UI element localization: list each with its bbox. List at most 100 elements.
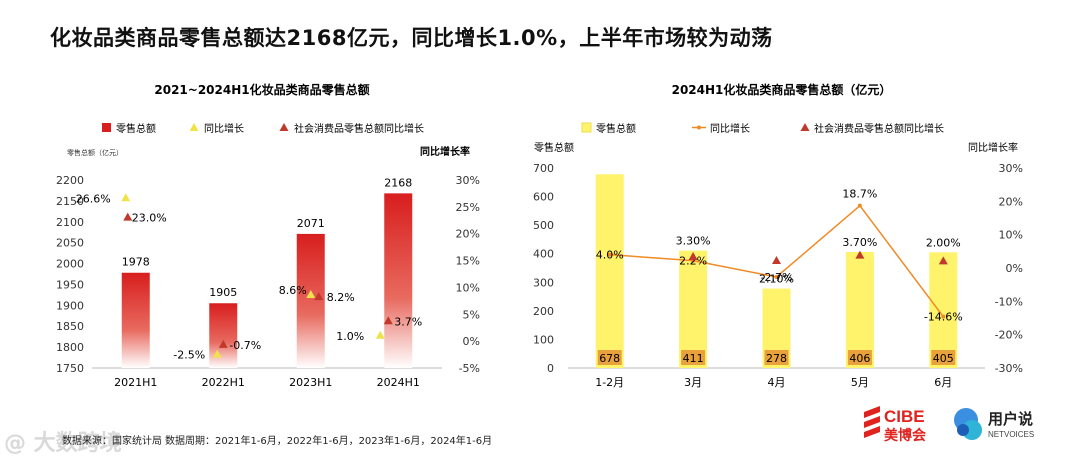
social-growth-label: 3.70%: [842, 236, 877, 249]
social-growth-label: 8.2%: [327, 291, 355, 304]
cibe-logo-name: CIBE: [884, 407, 925, 426]
cibe-logo-cn: 美博会: [884, 427, 927, 444]
right-y2-axis-title: 同比增长率: [968, 141, 1018, 154]
social-growth-marker-4月: [772, 256, 781, 264]
retail-bar-5月: [845, 252, 874, 368]
retail-bar-6月: [929, 252, 958, 368]
social-growth-label: -0.7%: [229, 339, 261, 352]
left-y2-tick: 10%: [456, 281, 480, 294]
growth-point-5月: [857, 203, 862, 208]
right-y2-tick: -10%: [995, 295, 1023, 308]
left-y-tick: 1950: [56, 278, 84, 291]
left-y2-tick: 30%: [456, 174, 480, 187]
retail-value-label: 405: [933, 352, 954, 365]
growth-point-6月: [941, 314, 946, 319]
right-x-tick: 5月: [851, 376, 869, 389]
growth-marker-2024H1: [375, 330, 385, 339]
social-growth-marker-2024H1: [383, 316, 393, 325]
retail-value-label: 1905: [209, 286, 237, 299]
retail-bar-2024H1: [384, 193, 413, 368]
left-y-tick: 1800: [56, 341, 84, 354]
right-y2-tick: -20%: [995, 329, 1023, 342]
retail-value-box: [931, 350, 956, 365]
right-y-tick: 500: [533, 219, 554, 232]
retail-bar-2023H1: [296, 233, 325, 368]
growth-label: 26.6%: [76, 192, 111, 205]
growth-label: 2.2%: [679, 255, 707, 268]
retail-value-box: [681, 350, 706, 365]
social-growth-marker-5月: [855, 250, 865, 259]
left-y2-tick: 0%: [463, 335, 480, 348]
left-x-tick: 2022H1: [202, 376, 245, 389]
left-y-axis-title: 零售总额（亿元）: [67, 148, 123, 157]
growth-marker-2023H1: [306, 289, 316, 298]
cibe-logo-mark: [864, 406, 880, 438]
watermark: @ 大数跨境: [4, 431, 122, 456]
social-growth-label: 3.7%: [394, 315, 422, 328]
retail-value-label: 406: [849, 352, 870, 365]
growth-point-1-2月: [607, 252, 612, 257]
growth-marker-2021H1: [121, 193, 131, 202]
legend-swatch-retail: [102, 123, 111, 132]
right-y2-tick: 20%: [999, 195, 1023, 208]
right-x-tick: 1-2月: [595, 376, 624, 389]
right-y-axis-title: 零售总额: [534, 141, 574, 154]
social-growth-marker-2022H1: [218, 339, 228, 348]
retail-value-label: 1978: [122, 256, 150, 269]
right-y-tick: 200: [533, 305, 554, 318]
growth-label: -2.7%: [761, 271, 793, 284]
retail-value-box: [847, 350, 872, 365]
left-y-tick: 1850: [56, 320, 84, 333]
netvoices-logo-en: NETVOICES: [988, 430, 1034, 439]
right-x-tick: 4月: [768, 376, 786, 389]
retail-value-label: 278: [766, 352, 787, 365]
growth-label: -14.6%: [924, 311, 963, 324]
growth-label: 18.7%: [842, 188, 877, 201]
netvoices-logo: 用户说 NETVOICES: [952, 404, 1052, 444]
page-title: 化妆品类商品零售总额达2168亿元，同比增长1.0%，上半年市场较为动荡: [50, 26, 773, 50]
legend-swatch-social-growth: [800, 123, 810, 131]
legend-swatch-retail: [581, 122, 592, 133]
retail-value-label: 2168: [384, 176, 412, 189]
right-x-tick: 6月: [934, 376, 952, 389]
right-y2-tick: 10%: [999, 229, 1023, 242]
right-y2-tick: 30%: [999, 162, 1023, 175]
left-y-tick: 2100: [56, 216, 84, 229]
left-x-tick: 2024H1: [377, 376, 420, 389]
right-x-tick: 3月: [684, 376, 702, 389]
right-y-tick: 0: [547, 362, 554, 375]
retail-value-box: [764, 350, 789, 365]
legend-swatch-growth-dot: [697, 125, 701, 130]
social-growth-label: 2.00%: [926, 236, 961, 249]
legend-swatch-growth: [189, 123, 199, 131]
retail-value-label: 411: [683, 352, 704, 365]
growth-label: -2.5%: [173, 349, 205, 362]
footer-period: 数据周期：2021年1-6月，2022年1-6月，2023年1-6月，2024年…: [165, 436, 493, 447]
right-chart: 2024H1化妆品类商品零售总额（亿元） 零售总额 同比增长 社会消费品零售总额同比增…: [533, 82, 1023, 389]
legend-label-1: 同比增长: [204, 122, 244, 135]
legend-label-2: 社会消费品零售总额同比增长: [294, 122, 424, 135]
social-growth-marker-3月: [688, 252, 698, 260]
retail-bar-2021H1: [121, 272, 150, 368]
left-y2-axis-title: 同比增长率: [420, 145, 470, 158]
left-x-tick: 2021H1: [114, 376, 157, 389]
right-y-tick: 700: [533, 162, 554, 175]
left-x-tick: 2023H1: [289, 376, 332, 389]
left-y-tick: 2200: [56, 174, 84, 187]
retail-bar-2022H1: [209, 303, 238, 368]
social-growth-label: 3.30%: [676, 235, 711, 248]
left-chart-panel: 2021~2024H1化妆品类商品零售总额 零售总额 同比增长 社会消费品零售总额同比…: [42, 68, 507, 398]
social-growth-marker-6月: [938, 256, 948, 265]
retail-bar-1-2月: [595, 174, 624, 368]
social-growth-marker-2021H1: [123, 212, 133, 221]
right-chart-panel: 2024H1化妆品类商品零售总额（亿元） 零售总额 同比增长 社会消费品零售总额同比增…: [520, 68, 1038, 398]
left-y-tick: 1750: [56, 362, 84, 375]
left-y-tick: 2150: [56, 195, 84, 208]
right-y-tick: 300: [533, 276, 554, 289]
legend-label-social: 社会消费品零售总额同比增长: [814, 122, 944, 135]
growth-label: 8.6%: [279, 284, 307, 297]
retail-value-label: 678: [599, 352, 620, 365]
netvoices-logo-mark: [954, 408, 982, 440]
right-y-tick: 100: [533, 333, 554, 346]
